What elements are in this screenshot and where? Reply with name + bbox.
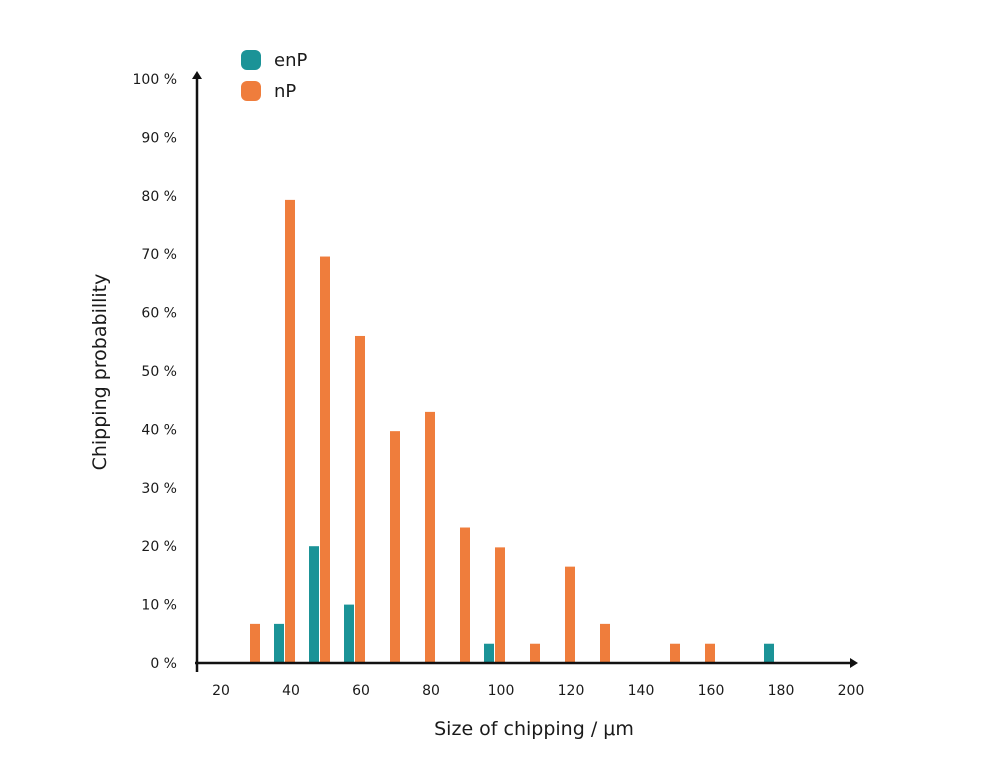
bar-nP-110 — [530, 643, 540, 663]
x-axis-ticks: 20 40 60 80 100 120 140 160 180 200 — [212, 683, 864, 699]
x-axis-title: Size of chipping / μm — [434, 718, 634, 740]
bar-nP-100 — [495, 547, 505, 663]
bar-nP-90 — [460, 527, 470, 663]
y-tick-label: 20 % — [141, 539, 177, 555]
y-tick-label: 70 % — [141, 247, 177, 263]
bar-enP-60 — [344, 604, 354, 663]
bar-nP-60 — [355, 335, 365, 663]
bar-nP-120 — [565, 566, 575, 663]
x-tick-label: 60 — [352, 683, 370, 699]
bar-nP-70 — [390, 431, 400, 663]
bar-nP-130 — [600, 623, 610, 663]
legend-swatch-enP — [241, 50, 261, 70]
y-tick-label: 0 % — [150, 656, 177, 672]
y-tick-label: 50 % — [141, 364, 177, 380]
bar-nP-40 — [285, 199, 295, 663]
bar-nP-30 — [250, 623, 260, 663]
bar-nP-160 — [705, 643, 715, 663]
y-tick-label: 10 % — [141, 598, 177, 614]
bar-enP-100 — [484, 643, 494, 663]
bar-nP-50 — [320, 256, 330, 663]
x-tick-label: 180 — [768, 683, 795, 699]
legend-label-nP: nP — [274, 81, 296, 102]
legend-label-enP: enP — [274, 50, 307, 71]
x-tick-label: 100 — [488, 683, 515, 699]
axes — [192, 71, 858, 672]
y-axis-arrow-icon — [192, 71, 202, 79]
y-tick-label: 40 % — [141, 422, 177, 438]
bars — [250, 199, 774, 663]
y-axis-title: Chipping probabillity — [89, 274, 111, 471]
bar-enP-180 — [764, 643, 774, 663]
legend: enP nP — [241, 50, 307, 102]
x-tick-label: 40 — [282, 683, 300, 699]
x-tick-label: 80 — [422, 683, 440, 699]
x-tick-label: 200 — [838, 683, 865, 699]
legend-swatch-nP — [241, 81, 261, 101]
y-tick-label: 80 % — [141, 189, 177, 205]
bar-nP-80 — [425, 411, 435, 663]
x-tick-label: 140 — [628, 683, 655, 699]
y-tick-label: 90 % — [141, 130, 177, 146]
y-tick-label: 100 % — [133, 72, 177, 88]
y-axis-ticks: 0 % 10 % 20 % 30 % 40 % 50 % 60 % 70 % 80 % 90 % 1… — [133, 72, 177, 672]
x-tick-label: 120 — [558, 683, 585, 699]
x-tick-label: 160 — [698, 683, 725, 699]
y-tick-label: 30 % — [141, 481, 177, 497]
x-tick-label: 20 — [212, 683, 230, 699]
bar-enP-50 — [309, 546, 319, 663]
x-axis-arrow-icon — [850, 658, 858, 668]
y-tick-label: 60 % — [141, 306, 177, 322]
bar-nP-150 — [670, 643, 680, 663]
bar-enP-40 — [274, 623, 284, 663]
